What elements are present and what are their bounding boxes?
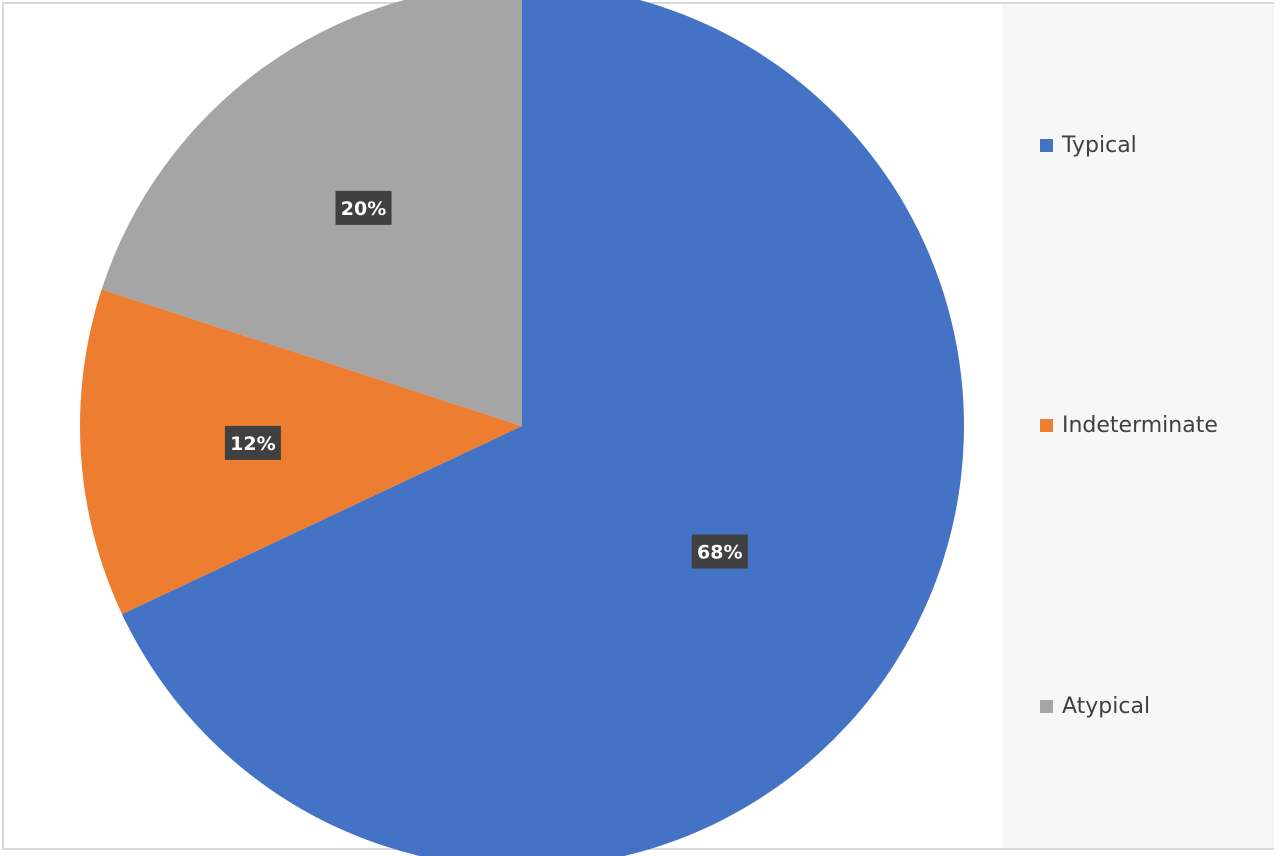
legend-label: Indeterminate (1062, 412, 1218, 438)
data-label-text: 68% (697, 542, 742, 564)
legend-item-atypical: Atypical (1040, 691, 1150, 721)
legend-swatch (1040, 418, 1053, 432)
data-label-background (691, 534, 748, 569)
pie-chart: 68% 12% 20% (79, 0, 964, 856)
legend-item-typical: Typical (1040, 130, 1137, 160)
legend-label: Atypical (1062, 693, 1151, 719)
legend-label: Typical (1062, 132, 1137, 158)
pie-slice-indeterminate (79, 289, 522, 615)
pie-slice-atypical (101, 0, 522, 426)
legend-item-indeterminate: Indeterminate (1040, 410, 1218, 440)
data-label-background (335, 190, 392, 225)
data-label-text: 12% (230, 433, 275, 455)
data-label-typical: 68% (691, 534, 748, 569)
pie-data-labels: 68% 12% 20% (224, 190, 748, 569)
data-label-atypical: 20% (335, 190, 392, 225)
legend-swatch (1040, 138, 1053, 152)
data-label-text: 20% (341, 198, 386, 220)
legend-swatch (1040, 699, 1053, 713)
data-label-indeterminate: 12% (224, 425, 281, 460)
data-label-background (224, 425, 281, 460)
pie-slices (79, 0, 964, 856)
legend: Typical Indeterminate Atypical (1040, 0, 1275, 856)
pie-slice-typical (122, 0, 964, 856)
